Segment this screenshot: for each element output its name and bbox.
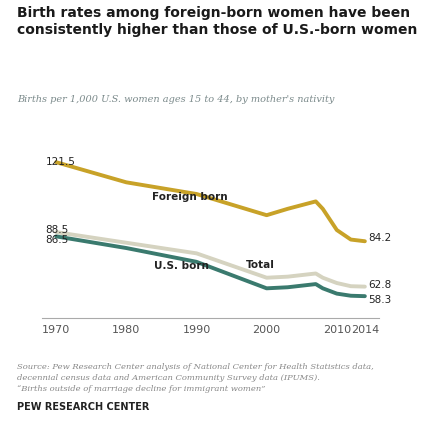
Text: 86.5: 86.5 (45, 234, 69, 245)
Text: Total: Total (245, 260, 274, 270)
Text: 62.8: 62.8 (368, 279, 392, 290)
Text: PEW RESEARCH CENTER: PEW RESEARCH CENTER (17, 402, 149, 412)
Text: 121.5: 121.5 (45, 157, 75, 167)
Text: Birth rates among foreign-born women have been
consistently higher than those of: Birth rates among foreign-born women hav… (17, 6, 417, 37)
Text: Source: Pew Research Center analysis of National Center for Health Statistics da: Source: Pew Research Center analysis of … (17, 363, 373, 393)
Text: Births per 1,000 U.S. women ages 15 to 44, by mother's nativity: Births per 1,000 U.S. women ages 15 to 4… (17, 95, 334, 104)
Text: 88.5: 88.5 (45, 225, 69, 235)
Text: U.S. born: U.S. born (155, 261, 209, 271)
Text: 84.2: 84.2 (368, 233, 392, 243)
Text: 58.3: 58.3 (368, 296, 392, 305)
Text: Foreign born: Foreign born (152, 192, 227, 202)
